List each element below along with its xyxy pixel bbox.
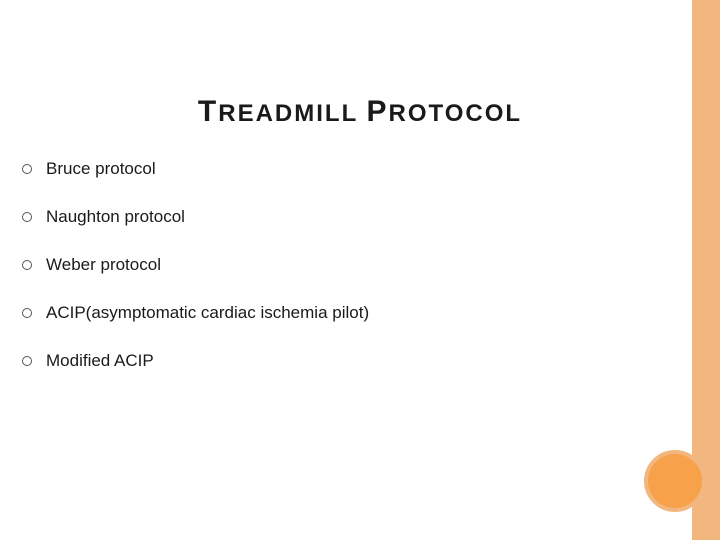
- list-item: Weber protocol: [22, 255, 680, 275]
- bullet-list: Bruce protocol Naughton protocol Weber p…: [0, 159, 720, 371]
- title-word2-initial: P: [366, 95, 388, 128]
- list-item-label: ACIP(asymptomatic cardiac ischemia pilot…: [46, 303, 369, 323]
- bullet-icon: [22, 308, 32, 318]
- list-item: Modified ACIP: [22, 351, 680, 371]
- slide-title: TREADMILL PROTOCOL: [0, 0, 720, 159]
- list-item-label: Modified ACIP: [46, 351, 154, 371]
- bullet-icon: [22, 356, 32, 366]
- bullet-icon: [22, 212, 32, 222]
- bullet-icon: [22, 260, 32, 270]
- list-item-label: Weber protocol: [46, 255, 161, 275]
- list-item-label: Naughton protocol: [46, 207, 185, 227]
- title-word2-rest: ROTOCOL: [389, 100, 523, 127]
- list-item-label: Bruce protocol: [46, 159, 156, 179]
- title-word1-initial: T: [198, 95, 218, 128]
- title-word1-rest: READMILL: [218, 100, 358, 127]
- bullet-icon: [22, 164, 32, 174]
- accent-circle: [644, 450, 706, 512]
- list-item: Bruce protocol: [22, 159, 680, 179]
- list-item: Naughton protocol: [22, 207, 680, 227]
- list-item: ACIP(asymptomatic cardiac ischemia pilot…: [22, 303, 680, 323]
- slide: TREADMILL PROTOCOL Bruce protocol Naught…: [0, 0, 720, 540]
